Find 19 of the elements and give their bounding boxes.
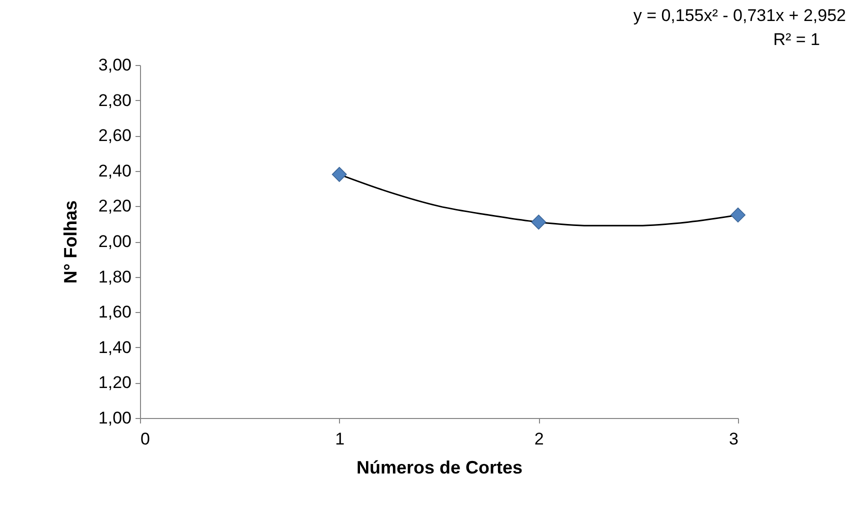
y-tick-label: 1,20	[98, 373, 132, 392]
y-tick-label: 1,80	[98, 267, 132, 286]
text: R² = 1	[773, 30, 820, 49]
y-axis-title: N° Folhas	[60, 200, 80, 284]
y-tick-label: 1,60	[98, 302, 132, 322]
y-tick-label: 2,60	[98, 126, 132, 146]
y-tick-label: 2,40	[98, 161, 132, 180]
y-tick-label: 2,00	[98, 232, 132, 251]
x-tick-label: 3	[729, 430, 738, 448]
y-tick-label: 2,80	[98, 90, 132, 110]
x-tick-label: 0	[140, 430, 150, 448]
x-tick-label: 2	[534, 430, 544, 448]
x-axis-title: Números de Cortes	[356, 458, 523, 478]
y-tick-label: 1,40	[98, 338, 132, 357]
x-tick-label: 1	[335, 430, 345, 448]
text: y = 0,155x² - 0,731x + 2,952	[633, 6, 846, 25]
y-tick-label: 3,00	[98, 56, 132, 74]
y-tick-label: 2,20	[98, 196, 132, 216]
y-tick-label: 1,00	[98, 408, 132, 428]
